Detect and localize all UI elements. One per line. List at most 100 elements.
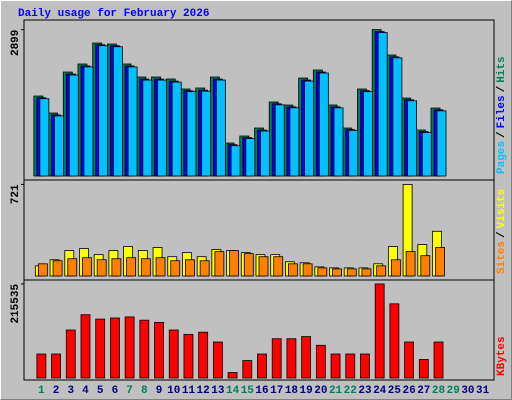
bar xyxy=(289,107,300,177)
bar xyxy=(212,341,223,379)
x-tick-label: 30 xyxy=(461,385,474,397)
chart-title: Daily usage for February 2026 xyxy=(18,8,209,20)
legend-entry: Hits xyxy=(496,56,508,82)
legend-entry: KBytes xyxy=(496,336,508,376)
x-tick-label: 1 xyxy=(38,385,45,397)
x-tick-label: 24 xyxy=(373,385,387,397)
bar xyxy=(142,79,153,177)
bar xyxy=(157,79,167,177)
bar xyxy=(330,353,341,379)
bar xyxy=(435,247,445,277)
legend-entry: Visits xyxy=(496,189,508,229)
x-tick-label: 3 xyxy=(67,385,74,397)
bar xyxy=(126,257,137,277)
bar xyxy=(405,251,416,277)
bar xyxy=(304,80,315,177)
bar xyxy=(392,57,403,177)
bar xyxy=(98,45,109,177)
x-tick-label: 6 xyxy=(112,385,119,397)
x-tick-label: 26 xyxy=(402,385,415,397)
bar xyxy=(288,263,298,277)
bar xyxy=(243,253,254,277)
legend-entry: Pages xyxy=(496,141,508,174)
bar xyxy=(186,91,197,177)
bar xyxy=(333,107,344,177)
bar xyxy=(348,130,359,177)
bar xyxy=(258,256,269,277)
bar xyxy=(436,110,447,177)
x-tick-label: 12 xyxy=(197,385,210,397)
x-tick-label: 16 xyxy=(255,385,268,397)
bar xyxy=(198,331,209,379)
x-tick-label: 5 xyxy=(97,385,104,397)
bar xyxy=(315,344,326,379)
bar xyxy=(404,341,414,379)
legend: KBytes xyxy=(496,336,508,376)
bar xyxy=(183,333,194,379)
bar xyxy=(242,360,253,379)
bar xyxy=(140,258,151,277)
bar xyxy=(229,250,239,277)
bar xyxy=(111,258,122,277)
bar xyxy=(389,303,400,379)
legend-separator: / xyxy=(496,231,508,238)
bar xyxy=(257,353,267,379)
bar xyxy=(52,260,63,277)
x-tick-label: 31 xyxy=(476,385,490,397)
bar xyxy=(67,258,78,277)
x-tick-label: 7 xyxy=(126,385,133,397)
bar xyxy=(54,115,64,177)
x-tick-label: 20 xyxy=(314,385,327,397)
x-tick-label: 8 xyxy=(141,385,148,397)
x-tick-label: 28 xyxy=(432,385,446,397)
bar xyxy=(345,353,356,379)
bar xyxy=(68,74,79,177)
x-tick-label: 9 xyxy=(156,385,163,397)
bar xyxy=(332,268,342,277)
x-tick-label: 2 xyxy=(53,385,60,397)
legend: Pages / Files / Hits xyxy=(496,56,508,174)
bar xyxy=(82,257,92,277)
bar xyxy=(317,267,328,277)
x-tick-label: 10 xyxy=(167,385,180,397)
bar xyxy=(390,259,401,277)
x-tick-label: 13 xyxy=(211,385,225,397)
bar xyxy=(154,321,164,379)
bar xyxy=(302,263,313,277)
x-tick-label: 23 xyxy=(358,385,372,397)
bar xyxy=(80,314,91,379)
bar xyxy=(201,90,212,177)
bar xyxy=(361,268,372,277)
bar xyxy=(139,319,150,379)
bar xyxy=(65,329,76,379)
bar xyxy=(170,260,181,277)
bar xyxy=(301,336,312,379)
bar xyxy=(407,100,417,177)
x-tick-label: 29 xyxy=(447,385,460,397)
bar xyxy=(96,259,107,277)
bar xyxy=(318,72,329,177)
legend-separator: / xyxy=(496,131,508,138)
bar xyxy=(346,268,357,277)
x-tick-label: 18 xyxy=(285,385,299,397)
legend-separator: / xyxy=(496,85,508,92)
bar xyxy=(110,317,120,379)
bar xyxy=(83,66,94,177)
bar xyxy=(199,260,210,277)
bar xyxy=(245,138,256,177)
bar xyxy=(113,46,123,177)
x-tick-label: 25 xyxy=(388,385,402,397)
bar xyxy=(214,251,225,277)
bar xyxy=(420,255,431,277)
bar xyxy=(127,66,138,177)
x-tick-label: 14 xyxy=(226,385,240,397)
x-tick-label: 4 xyxy=(82,385,89,397)
x-tick-label: 11 xyxy=(182,385,196,397)
bar xyxy=(421,132,432,177)
legend: Sites / Visits xyxy=(496,189,508,274)
bar xyxy=(418,359,429,379)
y-tick-label: 721 xyxy=(10,184,22,204)
bar xyxy=(171,81,182,177)
